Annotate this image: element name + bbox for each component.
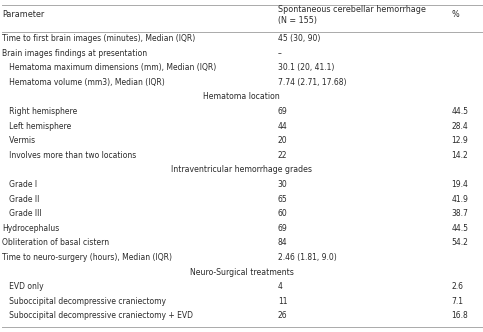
Text: Time to first brain images (minutes), Median (IQR): Time to first brain images (minutes), Me… — [2, 34, 196, 43]
Text: EVD only: EVD only — [2, 282, 44, 291]
Text: Intraventricular hemorrhage grades: Intraventricular hemorrhage grades — [171, 165, 312, 174]
Text: 26: 26 — [278, 311, 287, 320]
Text: Hematoma maximum dimensions (mm), Median (IQR): Hematoma maximum dimensions (mm), Median… — [2, 63, 217, 72]
Text: Spontaneous cerebellar hemorrhage: Spontaneous cerebellar hemorrhage — [278, 5, 426, 15]
Text: Involves more than two locations: Involves more than two locations — [2, 151, 137, 160]
Text: 20: 20 — [278, 136, 287, 145]
Text: Time to neuro-surgery (hours), Median (IQR): Time to neuro-surgery (hours), Median (I… — [2, 253, 172, 262]
Text: Grade III: Grade III — [2, 209, 42, 218]
Text: 41.9: 41.9 — [452, 195, 469, 204]
Text: 44: 44 — [278, 122, 287, 130]
Text: Neuro-Surgical treatments: Neuro-Surgical treatments — [189, 268, 294, 277]
Text: 69: 69 — [278, 224, 287, 233]
Text: Suboccipital decompressive craniectomy: Suboccipital decompressive craniectomy — [2, 297, 167, 306]
Text: 11: 11 — [278, 297, 287, 306]
Text: 44.5: 44.5 — [452, 224, 469, 233]
Text: 2.6: 2.6 — [452, 282, 464, 291]
Text: 22: 22 — [278, 151, 287, 160]
Text: 14.2: 14.2 — [452, 151, 469, 160]
Text: 69: 69 — [278, 107, 287, 116]
Text: 19.4: 19.4 — [452, 180, 469, 189]
Text: 7.74 (2.71, 17.68): 7.74 (2.71, 17.68) — [278, 78, 346, 87]
Text: 4: 4 — [278, 282, 283, 291]
Text: Right hemisphere: Right hemisphere — [2, 107, 78, 116]
Text: 54.2: 54.2 — [452, 238, 469, 247]
Text: Left hemisphere: Left hemisphere — [2, 122, 71, 130]
Text: 38.7: 38.7 — [452, 209, 469, 218]
Text: Suboccipital decompressive craniectomy + EVD: Suboccipital decompressive craniectomy +… — [2, 311, 193, 320]
Text: 65: 65 — [278, 195, 287, 204]
Text: 2.46 (1.81, 9.0): 2.46 (1.81, 9.0) — [278, 253, 337, 262]
Text: 16.8: 16.8 — [452, 311, 469, 320]
Text: 60: 60 — [278, 209, 287, 218]
Text: %: % — [452, 10, 459, 20]
Text: 30: 30 — [278, 180, 287, 189]
Text: Parameter: Parameter — [2, 10, 44, 20]
Text: Hydrocephalus: Hydrocephalus — [2, 224, 60, 233]
Text: Obliteration of basal cistern: Obliteration of basal cistern — [2, 238, 110, 247]
Text: –: – — [278, 49, 282, 58]
Text: 7.1: 7.1 — [452, 297, 464, 306]
Text: Grade I: Grade I — [2, 180, 38, 189]
Text: Brain images findings at presentation: Brain images findings at presentation — [2, 49, 147, 58]
Text: 84: 84 — [278, 238, 287, 247]
Text: (N = 155): (N = 155) — [278, 16, 317, 26]
Text: Hematoma volume (mm3), Median (IQR): Hematoma volume (mm3), Median (IQR) — [2, 78, 165, 87]
Text: 45 (30, 90): 45 (30, 90) — [278, 34, 320, 43]
Text: Hematoma location: Hematoma location — [203, 92, 280, 102]
Text: 12.9: 12.9 — [452, 136, 469, 145]
Text: 28.4: 28.4 — [452, 122, 469, 130]
Text: Vermis: Vermis — [2, 136, 36, 145]
Text: 44.5: 44.5 — [452, 107, 469, 116]
Text: Grade II: Grade II — [2, 195, 40, 204]
Text: 30.1 (20, 41.1): 30.1 (20, 41.1) — [278, 63, 334, 72]
